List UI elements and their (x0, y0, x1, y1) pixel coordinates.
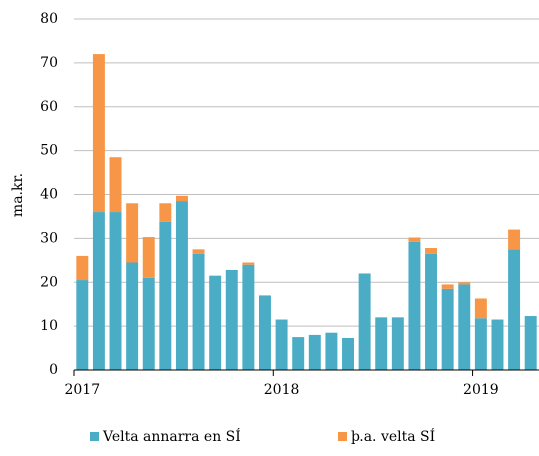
bar-segment (458, 284, 471, 370)
bar-segment (292, 337, 305, 370)
bar-segment (109, 157, 122, 213)
legend-label: Velta annarra en SÍ (102, 427, 241, 445)
y-tick-label: 30 (40, 230, 58, 246)
bar-segment (92, 54, 105, 213)
bar-segment (524, 316, 537, 370)
bar-segment (491, 319, 504, 370)
legend-swatch (338, 432, 347, 441)
bar-segment (142, 277, 155, 370)
y-tick-label: 60 (40, 99, 58, 115)
bar-segment (508, 249, 521, 370)
bar-segment (192, 249, 205, 254)
x-tick-label: 2019 (463, 382, 499, 398)
y-tick-label: 10 (40, 318, 58, 334)
y-tick-label: 80 (40, 11, 58, 27)
bar-segment (92, 212, 105, 370)
bar-segment (441, 288, 454, 370)
bar-segment (159, 203, 172, 222)
bar-segment (126, 262, 139, 370)
bar-segment (358, 273, 371, 370)
bar-segment (408, 237, 421, 242)
bar-segment (474, 298, 487, 319)
bar-segment (425, 248, 438, 254)
y-tick-label: 20 (40, 274, 58, 290)
y-tick-label: 70 (40, 55, 58, 71)
bar-segment (76, 255, 89, 281)
bar-segment (175, 195, 188, 202)
bar-segment (408, 241, 421, 370)
bar-segment (425, 253, 438, 370)
bar-segment (192, 253, 205, 370)
bar-segment (275, 319, 288, 370)
x-tick-label: 2017 (64, 382, 100, 398)
bar-segment (458, 282, 471, 285)
bar-segment (225, 269, 238, 370)
bar-segment (259, 295, 271, 370)
legend-label: þ.a. velta SÍ (351, 427, 435, 445)
bar-segment (159, 221, 172, 370)
bar-segment (441, 284, 454, 289)
bar-segment (325, 332, 338, 370)
legend-swatch (90, 432, 99, 441)
bar-segment (342, 337, 354, 370)
y-tick-label: 40 (40, 187, 58, 203)
y-tick-label: 0 (49, 362, 58, 378)
bar-segment (391, 317, 404, 370)
bar-segment (175, 201, 188, 370)
y-tick-label: 50 (40, 143, 58, 159)
bar-segment (126, 203, 139, 263)
bar-segment (474, 318, 487, 370)
x-tick-label: 2018 (264, 382, 300, 398)
bar-segment (109, 212, 122, 370)
bar-segment (242, 262, 255, 265)
bar-segment (76, 280, 89, 370)
bar-segment (142, 237, 155, 278)
y-axis-label: ma.kr. (10, 173, 26, 217)
bar-segment (508, 229, 521, 250)
bar-segment (242, 264, 255, 370)
bar-segment (375, 317, 388, 370)
bar-segment (209, 275, 222, 370)
bar-segment (308, 334, 321, 370)
